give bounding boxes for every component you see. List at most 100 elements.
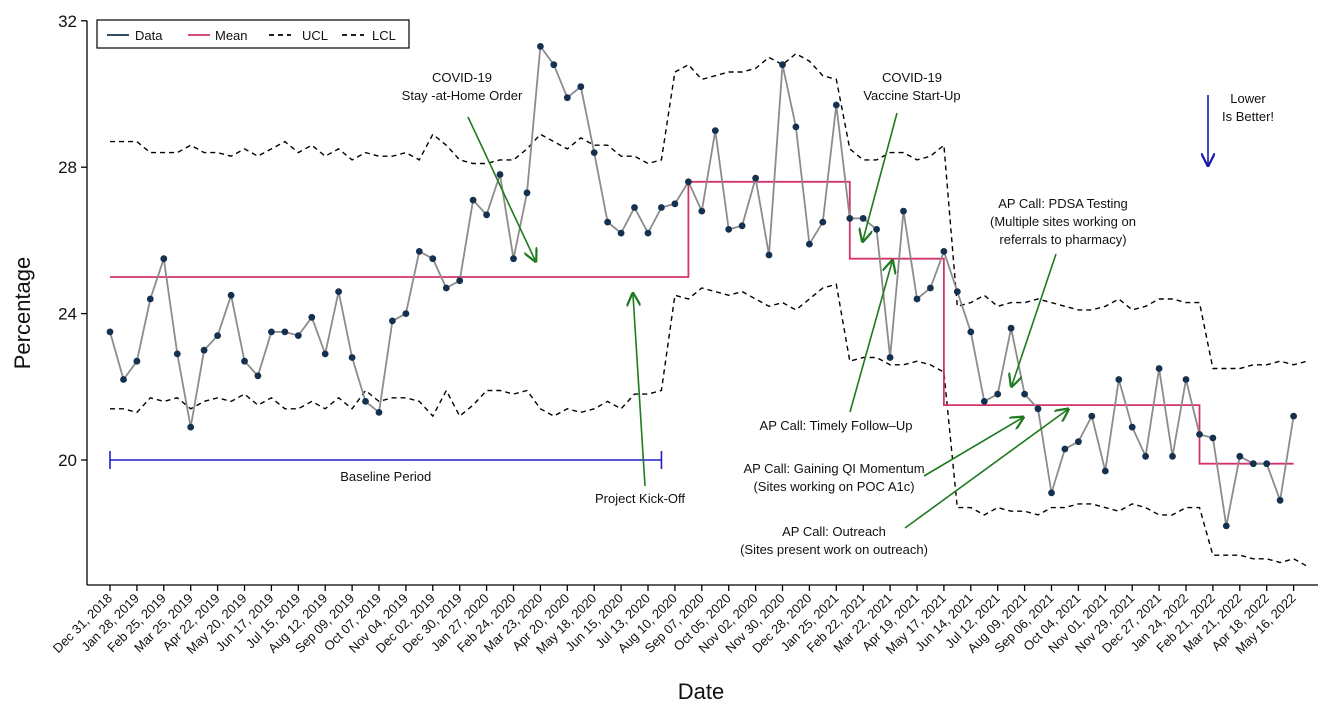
data-point [375,409,383,416]
annotation-text: Lower Is Better! [1222,91,1274,124]
baseline-period: Baseline Period [109,451,663,484]
data-point [1182,376,1190,383]
data-point [725,226,733,233]
data-point [711,127,719,134]
data-point [886,354,894,361]
annotation-arrow [923,418,1022,477]
annotation-line: AP Call: Timely Follow–Up [760,418,913,433]
data-point [335,288,342,295]
data-point [792,123,800,131]
annotation-line: COVID-19 [432,70,492,85]
data-point [1263,460,1271,468]
data-point [173,350,181,358]
data-point [604,218,611,226]
annotation-covid-stay-home: COVID-19 Stay -at-Home Order [402,70,535,260]
data-point [953,288,961,295]
annotation-arrow [863,112,898,240]
data-point [241,357,248,365]
y-tick-label: 32 [58,12,77,31]
data-point [980,398,988,405]
data-point [765,251,773,259]
data-point [779,61,786,69]
y-axis-title: Percentage [10,257,35,370]
data-point [846,215,854,222]
x-axis-title: Date [678,679,724,704]
data-point [510,255,517,263]
data-point [308,313,316,321]
data-point [537,43,544,50]
data-point [254,372,262,380]
baseline-label: Baseline Period [340,469,431,484]
data-point [321,350,329,358]
lcl-series [110,283,1308,567]
legend: Data Mean UCL LCL [96,19,410,49]
data-point [146,295,154,303]
data-point [133,357,141,365]
data-point [362,398,369,405]
legend-label-mean: Mean [215,28,248,43]
data-point [1128,423,1136,431]
annotation-project-kickoff: Project Kick-Off [595,295,685,506]
legend-label-ucl: UCL [302,28,328,43]
annotation-line: Vaccine Start-Up [863,88,960,103]
data-point [1088,412,1096,420]
annotation-line: COVID-19 [882,70,942,85]
data-point [1101,467,1109,475]
data-point [617,229,625,237]
annotation-lower-is-better: Lower Is Better! [1208,91,1274,164]
data-point [106,328,114,336]
data-point [281,328,289,336]
annotation-line: Lower [1230,91,1266,106]
data-point [429,255,437,263]
data-point [1169,452,1176,460]
annotation-line: AP Call: PDSA Testing [998,196,1128,211]
data-point [1236,452,1244,460]
legend-box [96,19,410,49]
legend-label-lcl: LCL [372,28,396,43]
annotation-line: (Sites present work on outreach) [740,542,928,557]
data-point [294,332,302,339]
data-point [873,226,880,233]
data-point [577,83,585,91]
data-point [187,423,195,431]
data-point [389,317,396,325]
legend-label-data: Data [135,28,163,43]
data-point [1249,460,1257,468]
data-point [1196,431,1203,438]
annotation-text: AP Call: Outreach (Sites present work on … [740,524,928,557]
annotation-line: referrals to pharmacy) [999,232,1126,247]
data-point [227,291,235,299]
annotation-line: AP Call: Outreach [782,524,886,539]
annotation-ap-outreach: AP Call: Outreach (Sites present work on … [740,410,1067,557]
data-point [698,207,706,215]
annotation-arrow [849,262,892,413]
data-point [658,204,665,211]
data-point [967,328,975,336]
data-point [214,332,222,339]
data-point [806,240,813,248]
data-point [590,149,598,157]
data-point [1290,412,1297,420]
data-point [1115,376,1123,383]
data-point [496,171,504,178]
data-line [109,43,1295,527]
data-point [631,204,638,211]
annotation-ap-pdsa-testing: AP Call: PDSA Testing (Multiple sites wor… [990,196,1136,385]
y-tick-label: 28 [58,158,77,177]
annotation-arrow [633,295,646,487]
annotation-ap-timely-followup: AP Call: Timely Follow–Up [760,262,913,433]
data-point [200,346,208,354]
data-point [927,284,934,292]
annotation-covid-vaccine: COVID-19 Vaccine Start-Up [863,70,961,240]
annotation-text: Project Kick-Off [595,491,685,506]
data-point [913,295,921,303]
data-point [469,196,477,204]
data-point [1075,438,1082,446]
ucl-series [110,52,1308,370]
lcl-line [110,283,1308,567]
data-point [1048,489,1055,497]
annotation-line: (Multiple sites working on [990,214,1136,229]
